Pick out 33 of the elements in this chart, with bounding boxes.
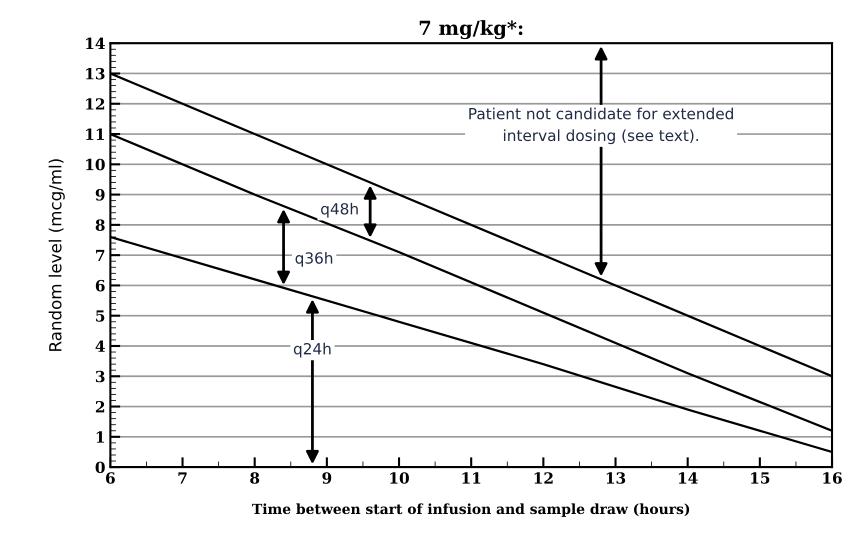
x-tick-label: 15 <box>751 472 770 484</box>
y-tick-label: 1 <box>96 431 104 443</box>
x-tick-label: 16 <box>823 472 842 484</box>
x-tick-label: 12 <box>534 472 553 484</box>
y-tick-label: 13 <box>86 68 105 80</box>
y-tick-label: 9 <box>96 189 105 201</box>
x-tick-label: 13 <box>606 472 626 484</box>
x-tick-label: 7 <box>178 472 187 484</box>
x-tick-label: 8 <box>250 472 260 484</box>
annotation: Patient not candidate for extended interval dosing (see text). <box>469 108 733 144</box>
y-tick-label: 3 <box>96 370 105 382</box>
y-axis-title: Random level (mcg/ml) <box>48 159 65 351</box>
y-tick-label: 12 <box>86 98 104 110</box>
y-tick-label: 10 <box>86 158 105 170</box>
x-tick-label: 6 <box>106 472 115 484</box>
y-tick-label: 7 <box>96 250 104 261</box>
y-tick-label: 2 <box>96 401 104 412</box>
annotation: q24h <box>294 342 331 358</box>
annotation: q36h <box>296 252 332 267</box>
y-tick-label: 11 <box>86 128 104 140</box>
chart-title: 7 mg/kg*: <box>420 20 522 40</box>
annotation: q48h <box>321 202 358 218</box>
y-tick-label: 0 <box>96 462 105 474</box>
x-tick-label: 9 <box>322 472 332 484</box>
x-tick-label: 10 <box>390 472 409 484</box>
x-axis-title: Time between start of infusion and sample draw (hours) <box>252 503 690 517</box>
y-tick-label: 8 <box>96 219 105 231</box>
x-tick-label: 11 <box>462 472 480 484</box>
x-tick-label: 14 <box>678 472 698 484</box>
y-tick-label: 14 <box>86 38 105 50</box>
y-tick-label: 4 <box>96 340 105 352</box>
y-tick-label: 5 <box>96 310 104 322</box>
y-tick-label: 6 <box>96 280 105 292</box>
